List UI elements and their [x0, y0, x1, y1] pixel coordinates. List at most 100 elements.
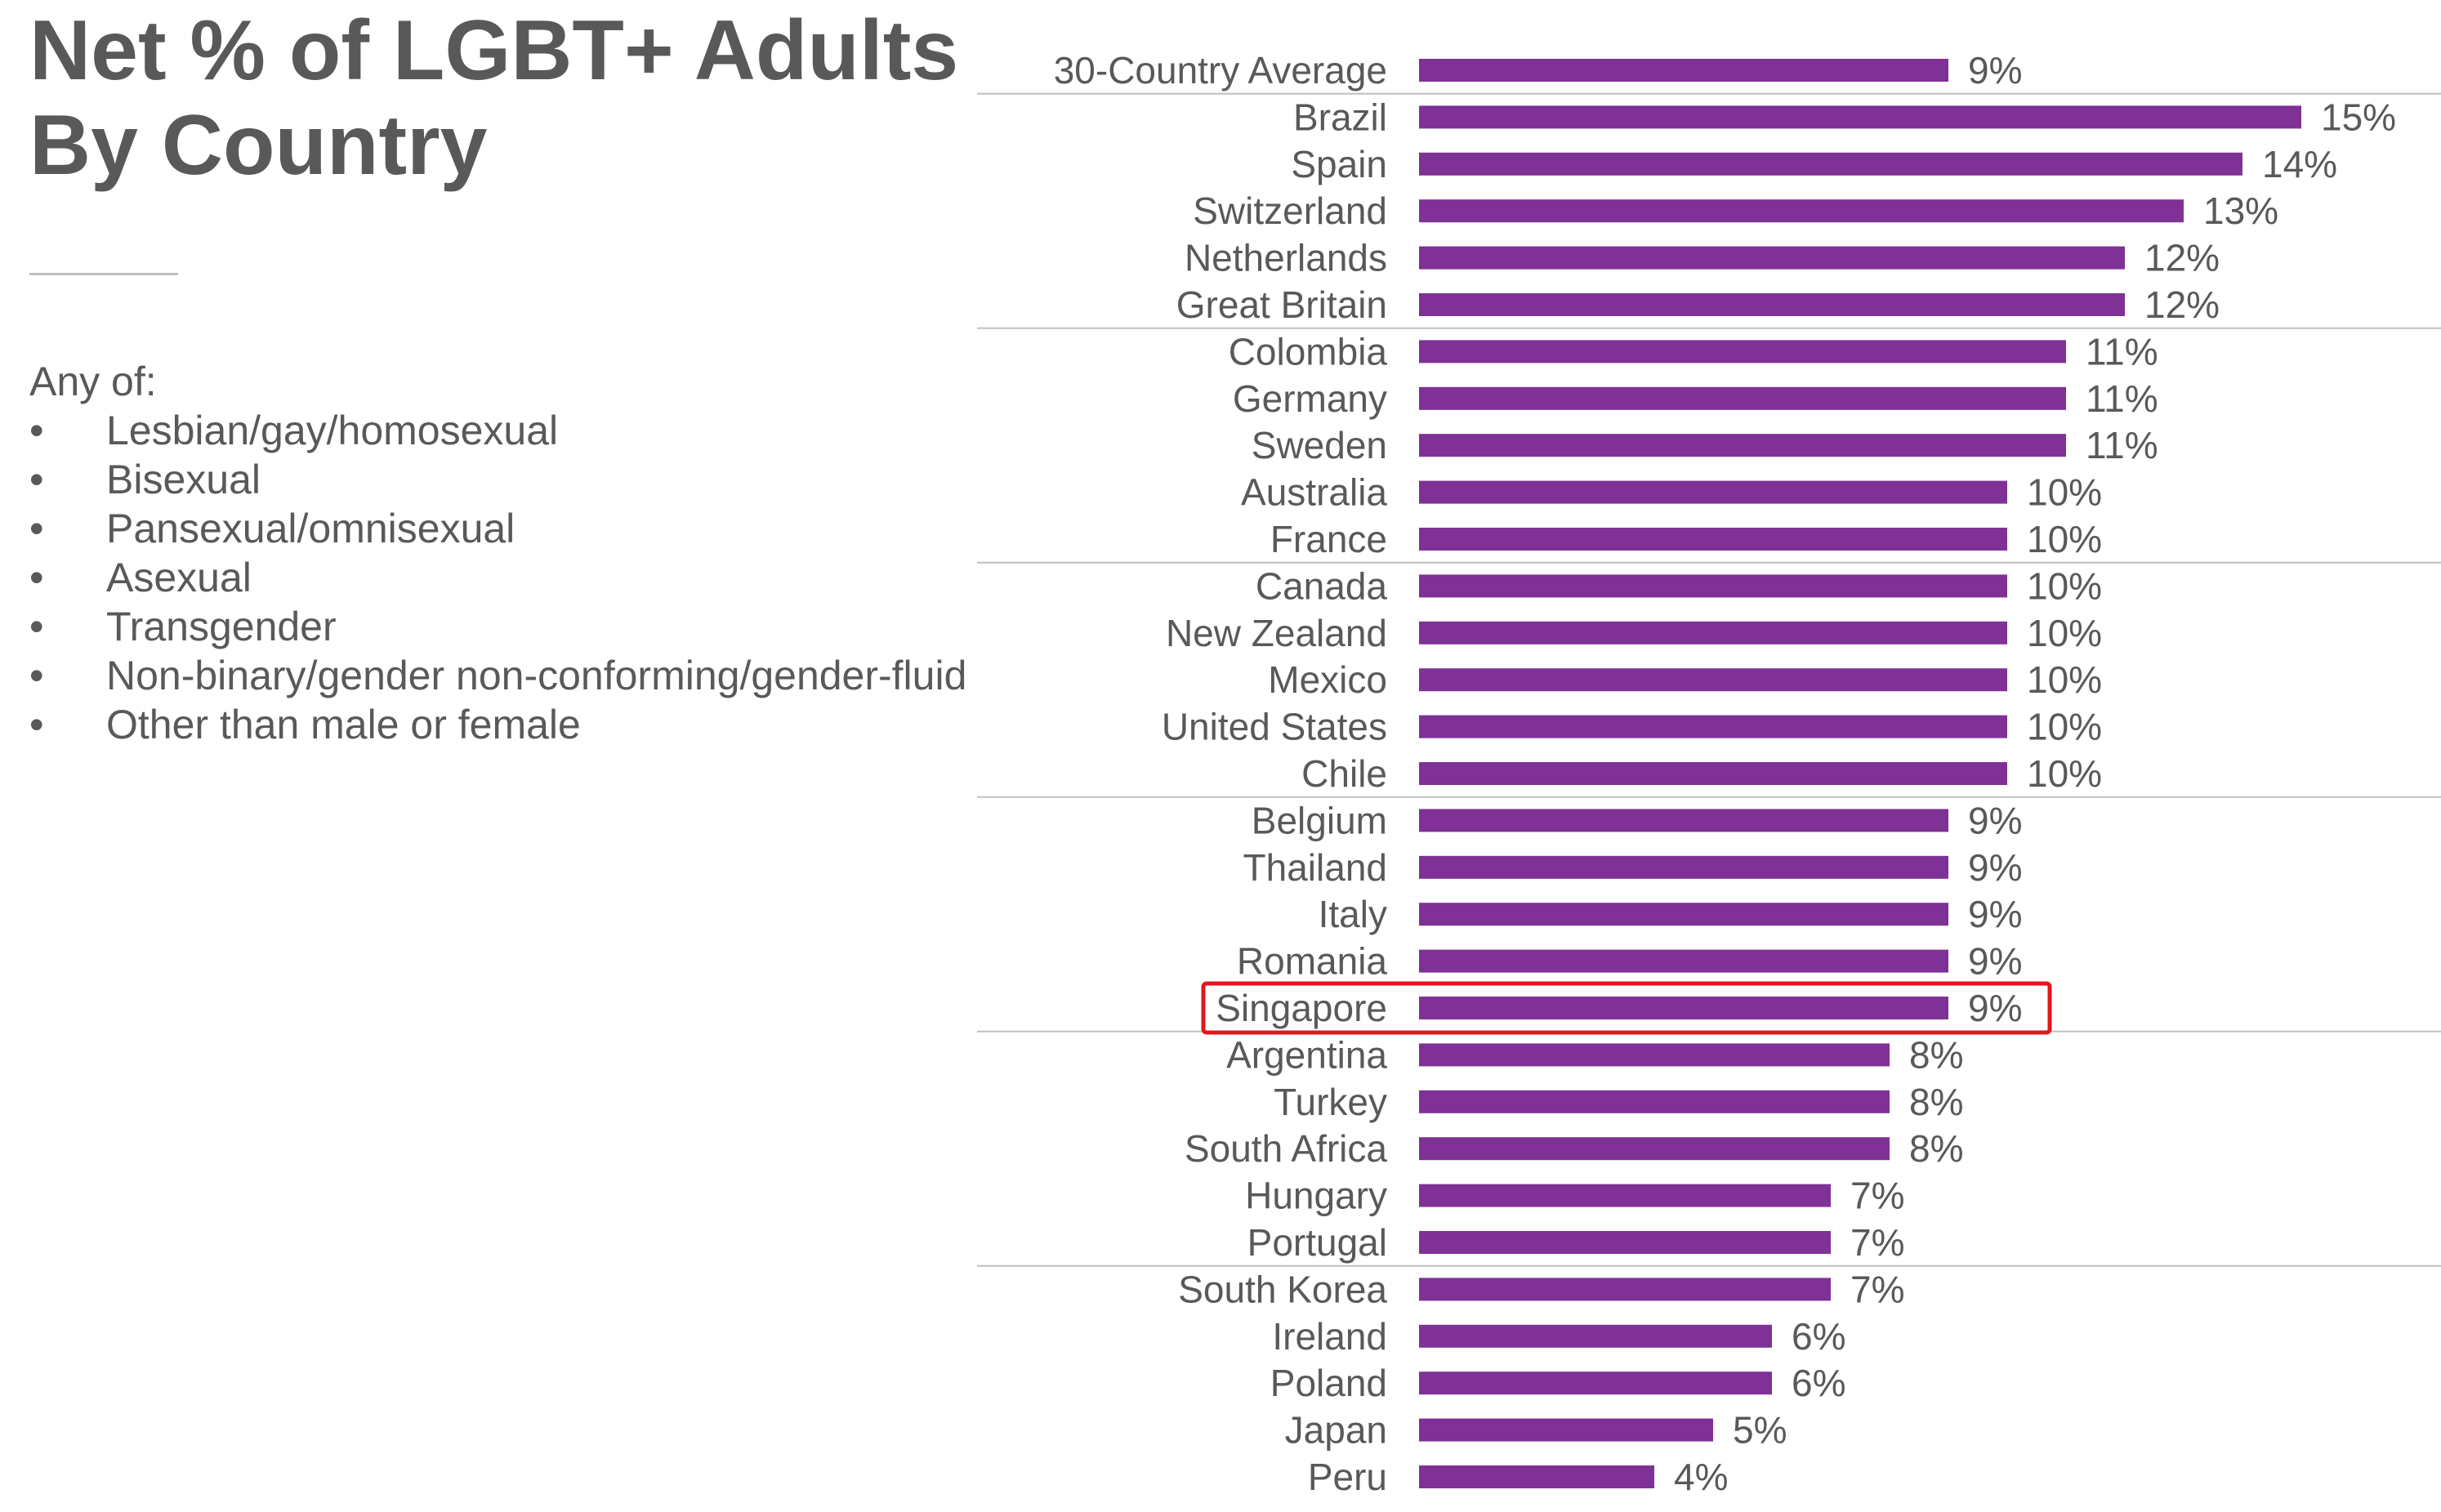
category-label: Argentina [1226, 1033, 1387, 1076]
bar [1419, 1090, 1890, 1113]
bar [1419, 199, 2184, 223]
data-label: 11% [2086, 377, 2158, 420]
bar [1419, 1418, 1713, 1442]
category-label: Peru [1308, 1456, 1387, 1498]
data-label: 9% [1968, 846, 2022, 889]
definition-item-label: Transgender [106, 604, 337, 649]
category-label: Portugal [1247, 1221, 1387, 1264]
category-label: Belgium [1252, 799, 1387, 841]
definition-item: • Asexual [29, 553, 969, 602]
category-label: South Africa [1185, 1127, 1387, 1170]
bar [1419, 293, 2125, 316]
data-label: 10% [2027, 471, 2102, 514]
category-label: South Korea [1178, 1268, 1387, 1310]
category-label: Singapore [1216, 987, 1387, 1029]
category-label: France [1270, 518, 1387, 560]
data-label: 9% [1968, 49, 2022, 91]
category-label: Japan [1285, 1409, 1387, 1452]
category-label: Netherlands [1185, 237, 1387, 279]
data-label: 10% [2027, 518, 2102, 560]
category-label: Ireland [1272, 1315, 1387, 1358]
bar [1419, 903, 1948, 926]
category-label: 30-Country Average [1054, 49, 1387, 91]
category-label: United States [1162, 706, 1387, 748]
data-label: 7% [1850, 1175, 1904, 1217]
title-block: Net % of LGBT+ Adults By Country [29, 3, 969, 193]
bar [1419, 246, 2125, 270]
definition-intro: Any of: [29, 359, 157, 404]
definition-item: • Lesbian/gay/homosexual [29, 406, 969, 455]
category-label: Australia [1241, 471, 1387, 514]
bar [1419, 480, 2007, 504]
bar [1419, 1278, 1831, 1301]
definition-item-label: Bisexual [106, 457, 261, 502]
definition-item: • Transgender [29, 602, 969, 651]
data-label: 10% [2027, 564, 2102, 607]
category-label: Brazil [1293, 96, 1387, 138]
data-label: 14% [2262, 143, 2337, 185]
data-label: 4% [1674, 1456, 1728, 1498]
category-label: Switzerland [1193, 190, 1387, 232]
data-label: 6% [1792, 1315, 1845, 1358]
bar [1419, 1324, 1772, 1348]
category-label: Sweden [1252, 424, 1387, 466]
bar [1419, 1465, 1654, 1488]
data-label: 10% [2027, 706, 2102, 748]
category-label: Canada [1256, 564, 1388, 607]
data-label: 10% [2027, 752, 2102, 795]
data-label: 11% [2086, 330, 2158, 372]
data-label: 13% [2203, 190, 2278, 232]
data-label: 15% [2321, 96, 2396, 138]
data-label: 8% [1909, 1081, 1963, 1123]
definition-item-label: Lesbian/gay/homosexual [106, 408, 559, 453]
data-label: 9% [1968, 987, 2022, 1029]
bar [1419, 59, 1948, 82]
bar [1419, 152, 2242, 176]
category-label: Great Britain [1176, 283, 1387, 326]
category-label: Hungary [1245, 1175, 1387, 1217]
data-label: 8% [1909, 1033, 1963, 1076]
data-label: 10% [2027, 612, 2102, 654]
data-label: 12% [2144, 237, 2220, 279]
bar [1419, 949, 1948, 973]
definition-panel: Any of: • Lesbian/gay/homosexual • Bisexual… [29, 357, 969, 749]
category-label: Mexico [1268, 658, 1387, 701]
category-label: Thailand [1243, 846, 1387, 889]
bar [1419, 855, 1948, 879]
definition-item-label: Pansexual/omnisexual [106, 506, 515, 551]
category-label: Chile [1301, 752, 1387, 795]
bar [1419, 386, 2066, 410]
bullet-icon: • [29, 604, 44, 649]
category-label: Turkey [1274, 1081, 1387, 1123]
bar [1419, 1137, 1890, 1161]
data-label: 12% [2144, 283, 2220, 326]
bar [1419, 1231, 1831, 1254]
title-divider [29, 273, 178, 275]
bar [1419, 434, 2066, 457]
bar [1419, 715, 2007, 738]
definition-item-label: Other than male or female [106, 702, 581, 747]
highlight-box [1201, 981, 2052, 1035]
bar [1419, 528, 2007, 551]
definition-item: • Bisexual [29, 455, 969, 504]
bar [1419, 668, 2007, 692]
definition-item: • Non-binary/gender non-conforming/gender… [29, 651, 969, 700]
definition-item: • Other than male or female [29, 700, 969, 749]
bar [1419, 762, 2007, 785]
data-label: 7% [1850, 1268, 1904, 1310]
bullet-icon: • [29, 506, 44, 551]
definition-item-label: Non-binary/gender non-conforming/gender-… [106, 653, 967, 698]
page-title-line-2: By Country [29, 98, 488, 193]
bar [1419, 809, 1948, 832]
data-label: 9% [1968, 893, 2022, 935]
category-label: Romania [1237, 940, 1388, 983]
bar [1419, 621, 2007, 644]
data-label: 11% [2086, 424, 2158, 466]
category-label: Germany [1233, 377, 1387, 420]
category-label: Colombia [1229, 330, 1388, 372]
bar [1419, 574, 2007, 598]
bar [1419, 1184, 1831, 1207]
data-label: 5% [1733, 1409, 1787, 1452]
category-label: Spain [1291, 143, 1387, 185]
